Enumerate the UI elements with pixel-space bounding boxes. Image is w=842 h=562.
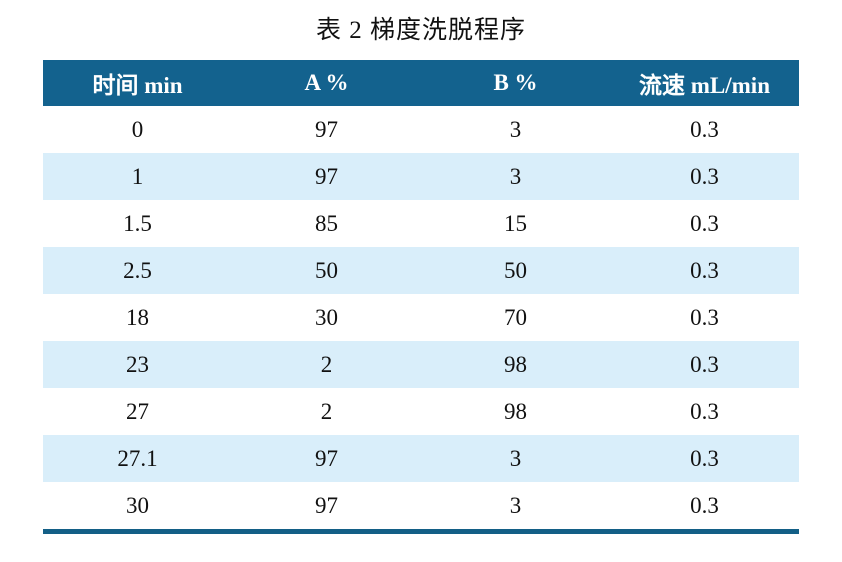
header-cell-flowrate: 流速 mL/min <box>610 60 799 106</box>
table-cell: 1.5 <box>43 200 232 247</box>
table-cell: 0.3 <box>610 482 799 532</box>
table-cell: 1 <box>43 153 232 200</box>
table-cell: 50 <box>232 247 421 294</box>
table-title: 表 2 梯度洗脱程序 <box>315 17 526 44</box>
table-row: 1.5 85 15 0.3 <box>43 200 799 247</box>
table-cell: 0.3 <box>610 106 799 153</box>
header-cell-time: 时间 min <box>43 60 232 106</box>
table-cell: 0.3 <box>610 341 799 388</box>
table-row: 27.1 97 3 0.3 <box>43 435 799 482</box>
table-row: 0 97 3 0.3 <box>43 106 799 153</box>
table-cell: 18 <box>43 294 232 341</box>
header-row: 时间 min A % B % 流速 mL/min <box>43 60 799 106</box>
table-cell: 3 <box>421 153 610 200</box>
table-cell: 27.1 <box>43 435 232 482</box>
table-cell: 98 <box>421 341 610 388</box>
gradient-elution-table: 时间 min A % B % 流速 mL/min 0 97 3 0.3 1 97 3 0.3 1… <box>43 60 799 534</box>
table-cell: 97 <box>232 435 421 482</box>
table-cell: 97 <box>232 153 421 200</box>
table-cell: 2.5 <box>43 247 232 294</box>
table-row: 2.5 50 50 0.3 <box>43 247 799 294</box>
table-cell: 30 <box>43 482 232 532</box>
table-cell: 2 <box>232 388 421 435</box>
table-cell: 97 <box>232 106 421 153</box>
table-cell: 98 <box>421 388 610 435</box>
header-cell-b-percent: B % <box>421 60 610 106</box>
table-cell: 2 <box>232 341 421 388</box>
table-cell: 50 <box>421 247 610 294</box>
table-cell: 3 <box>421 435 610 482</box>
table-cell: 27 <box>43 388 232 435</box>
table-row: 18 30 70 0.3 <box>43 294 799 341</box>
table-cell: 85 <box>232 200 421 247</box>
table-row: 27 2 98 0.3 <box>43 388 799 435</box>
table-cell: 0.3 <box>610 435 799 482</box>
table-cell: 3 <box>421 482 610 532</box>
table-cell: 0.3 <box>610 200 799 247</box>
table-cell: 15 <box>421 200 610 247</box>
table-row: 30 97 3 0.3 <box>43 482 799 532</box>
table-cell: 0 <box>43 106 232 153</box>
table-cell: 30 <box>232 294 421 341</box>
table-cell: 70 <box>421 294 610 341</box>
table-row: 23 2 98 0.3 <box>43 341 799 388</box>
table-cell: 0.3 <box>610 153 799 200</box>
table-cell: 97 <box>232 482 421 532</box>
table-cell: 3 <box>421 106 610 153</box>
table-body: 0 97 3 0.3 1 97 3 0.3 1.5 85 15 0.3 2.5 50 50 0.3 18 30 70… <box>43 106 799 532</box>
table-cell: 0.3 <box>610 247 799 294</box>
table-cell: 0.3 <box>610 388 799 435</box>
table-header: 时间 min A % B % 流速 mL/min <box>43 60 799 106</box>
table-cell: 0.3 <box>610 294 799 341</box>
table-row: 1 97 3 0.3 <box>43 153 799 200</box>
header-cell-a-percent: A % <box>232 60 421 106</box>
table-cell: 23 <box>43 341 232 388</box>
